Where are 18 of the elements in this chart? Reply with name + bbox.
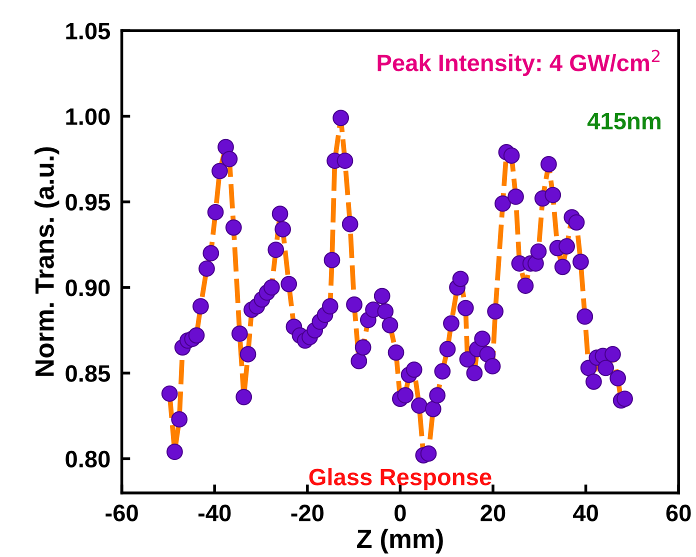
y-tick-label: 0.90 (66, 280, 110, 296)
x-tick-label: -20 (291, 504, 324, 522)
x-tick-label: 60 (666, 504, 691, 522)
y-tick-label: 0.85 (66, 365, 110, 382)
x-tick-label: 0 (394, 504, 406, 522)
annotation: 415nm (587, 112, 660, 130)
y-tick-label: 0.95 (66, 194, 110, 211)
x-tick-label: -40 (198, 504, 231, 522)
x-tick-label: -60 (106, 504, 138, 522)
y-tick-label: 1.00 (66, 108, 110, 126)
y-tick-label: 0.80 (66, 450, 110, 468)
x-tick-label: 20 (480, 504, 506, 522)
y-axis-title: Norm. Trans. (a.u.) (34, 147, 60, 376)
annotation: Glass Response (309, 468, 492, 490)
y-tick-label: 1.05 (66, 22, 110, 40)
x-tick-label: 40 (573, 504, 598, 522)
annotation: Peak Intensity: 4 GW/cm$^{2}$ (378, 50, 660, 76)
x-axis-title: Z (mm) (357, 528, 443, 554)
